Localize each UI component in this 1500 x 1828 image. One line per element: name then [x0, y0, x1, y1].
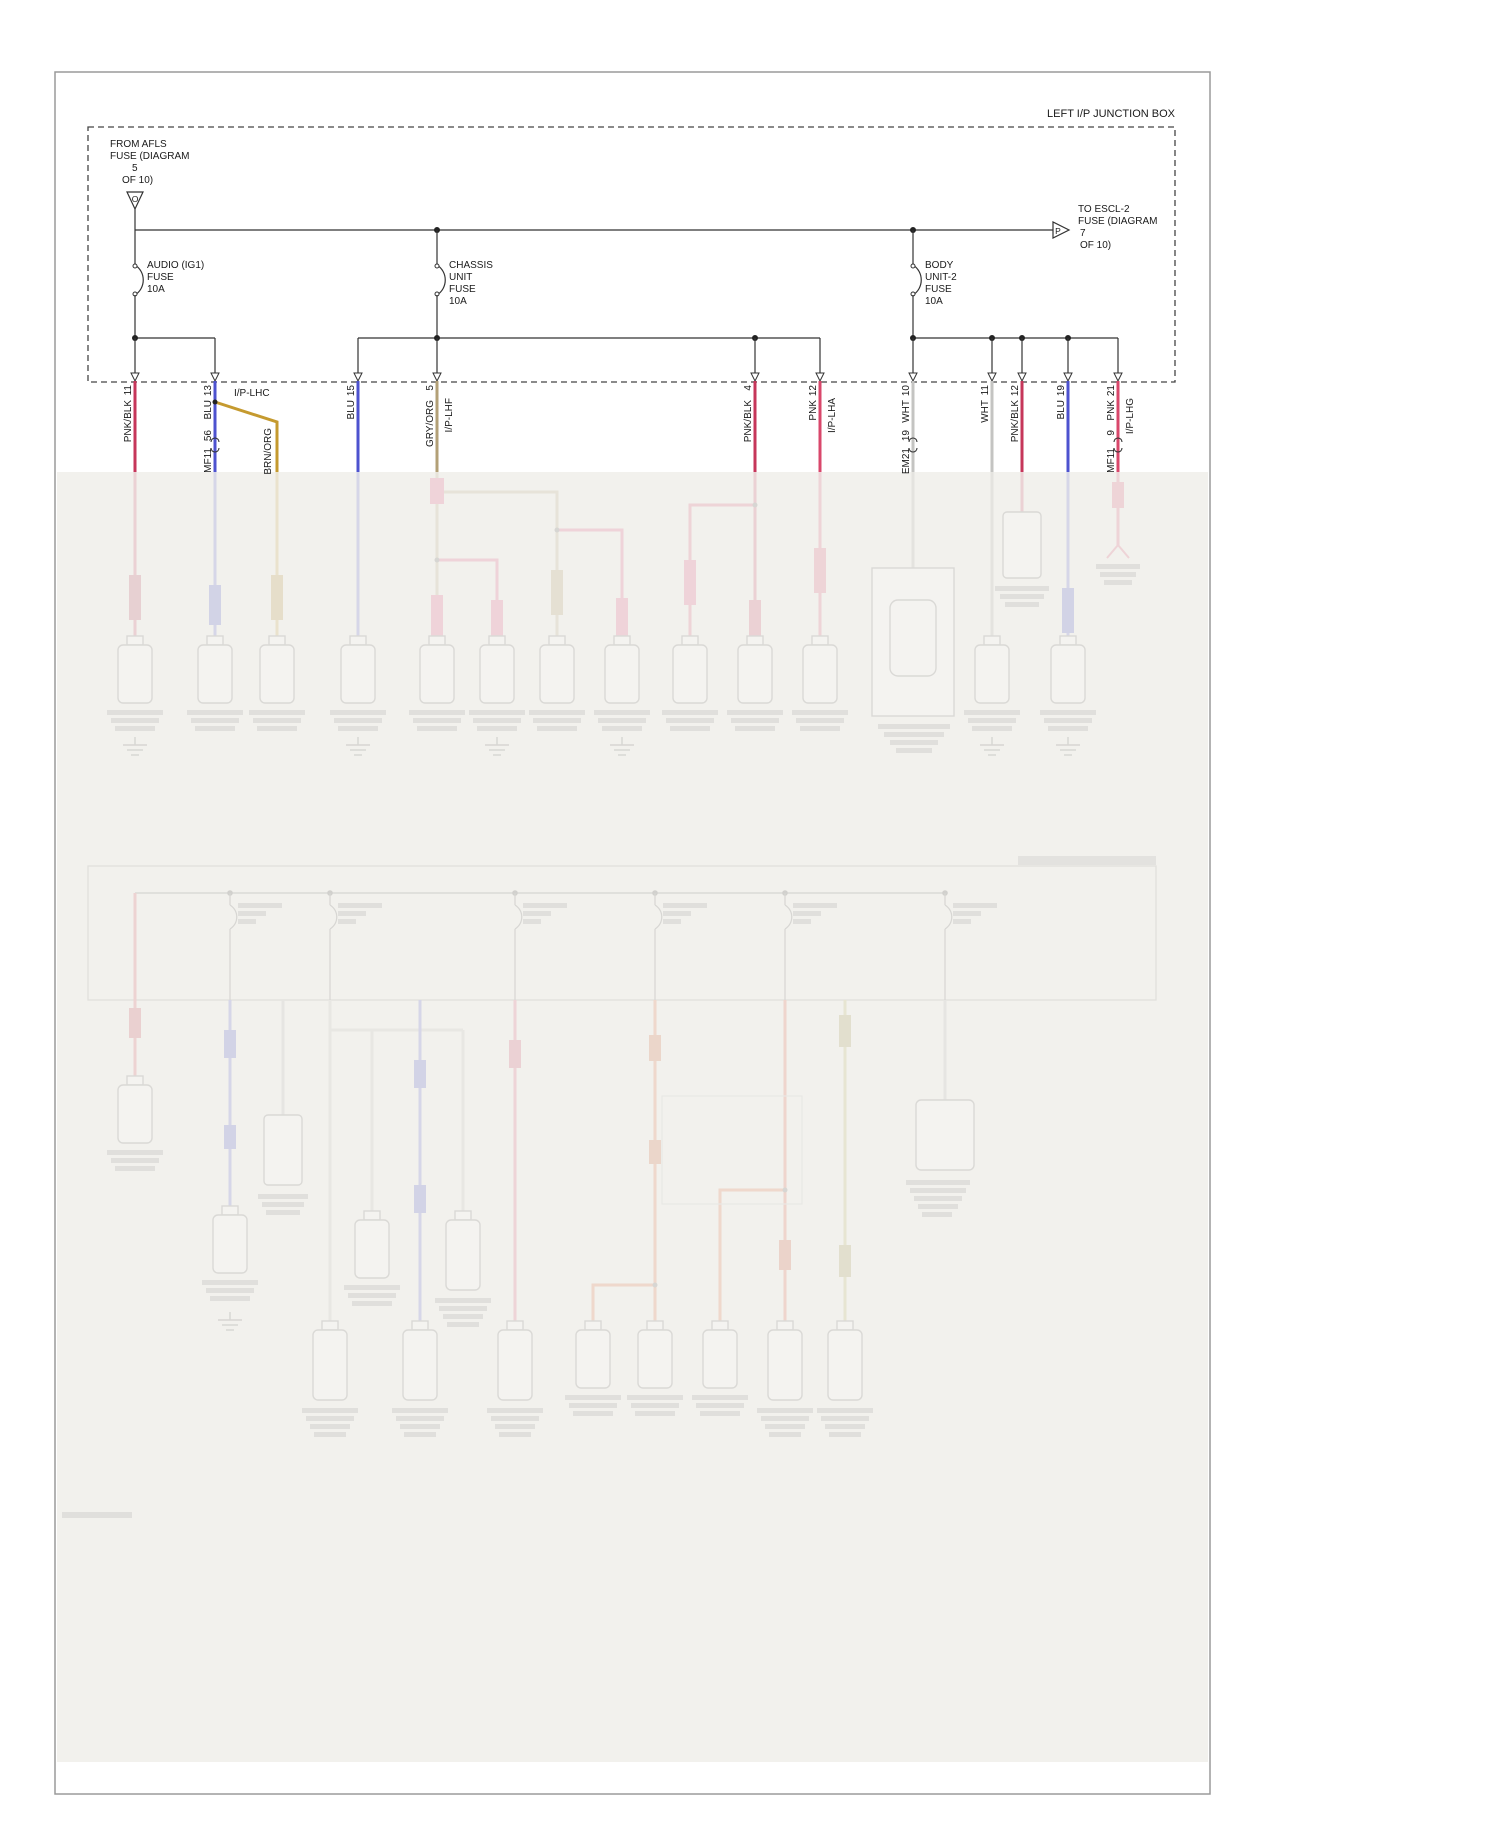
fuse-body-label3: FUSE: [925, 284, 952, 295]
from-afls-line1: FROM AFLS: [110, 139, 167, 150]
ghost-footnote: [62, 1512, 132, 1518]
fuse-body-unit2: BODY UNIT-2 FUSE 10A: [910, 230, 957, 338]
wire-4-pin: 5: [425, 385, 436, 391]
wire-9-color-label: PNK/BLK: [1010, 400, 1021, 443]
wire-4-color-label: GRY/ORG: [425, 400, 436, 447]
wire-1-connector-name: MF11: [203, 448, 214, 473]
wire-9-pin: 12: [1010, 385, 1021, 397]
fuse-chassis-label1: CHASSIS: [449, 260, 493, 271]
wire-3-pin: 15: [346, 385, 357, 397]
wire-5-color-label: PNK/BLK: [743, 400, 754, 443]
wire-11-connector-name: MF11: [1106, 448, 1117, 473]
wire-labels: 11 PNK/BLK 13 BLU 56 MF11 I/P-LHC BRN/OR…: [123, 385, 1136, 475]
fuse-audio-label2: FUSE: [147, 272, 174, 283]
wire-10-pin: 19: [1056, 385, 1067, 397]
fuse-audio-ig1: AUDIO (IG1) FUSE 10A: [132, 230, 204, 338]
fuse-chassis-label4: 10A: [449, 296, 467, 307]
from-afls-line3: 5: [132, 163, 138, 174]
wire-11-inline-connector-label: I/P-LHG: [1125, 398, 1136, 434]
from-connector-triangle-icon: [126, 191, 144, 211]
wire-2-inline-connector-label: I/P-LHC: [234, 388, 270, 399]
wire-0-pin: 11: [123, 385, 134, 396]
ghost-wires-upper: [133, 472, 1120, 645]
wire-8-pin: 11: [980, 385, 991, 396]
wire-6-inline-connector-label: I/P-LHA: [827, 398, 838, 433]
fuse-chassis-label3: FUSE: [449, 284, 476, 295]
junction-box: LEFT I/P JUNCTION BOX: [87, 108, 1176, 383]
branch-rails: [130, 335, 1123, 383]
junction-box-label: LEFT I/P JUNCTION BOX: [1047, 108, 1176, 120]
wire-10-color-label: BLU: [1056, 400, 1067, 419]
fuse-chassis-label2: UNIT: [449, 272, 472, 283]
fuse-chassis-unit: CHASSIS UNIT FUSE 10A: [434, 230, 493, 338]
fuse-audio-label3: 10A: [147, 284, 165, 295]
to-escl2-line2: FUSE (DIAGRAM: [1078, 216, 1157, 227]
ghost-wires-lower: [133, 893, 947, 1330]
wire-6-pin: 12: [808, 385, 819, 397]
wire-6-color-label: PNK: [808, 400, 819, 421]
ghost-lower-fuse-box: [87, 856, 1157, 1001]
to-connector-letter: P: [1055, 226, 1061, 236]
page-frame: [54, 71, 1211, 1795]
fuse-body-label1: BODY: [925, 260, 954, 271]
from-connector-letter: O: [132, 194, 139, 204]
to-escl2-line4: OF 10): [1080, 240, 1111, 251]
from-afls-line2: FUSE (DIAGRAM: [110, 151, 189, 162]
wire-1-color-label: BLU: [203, 400, 214, 419]
box-exit-drops: [130, 338, 1123, 383]
inline-connector-symbols: [210, 437, 1123, 453]
wire-7-color-label: WHT: [901, 400, 912, 423]
wire-3-color-label: BLU: [346, 400, 357, 419]
wire-11-color-label: PNK: [1106, 400, 1117, 421]
ghost-components-upper: [106, 511, 1140, 756]
wire-1-pin: 13: [203, 385, 214, 397]
ghost-blocks-upper: [129, 478, 1124, 640]
to-escl2-line1: TO ESCL-2: [1078, 204, 1130, 215]
wire-5-pin: 4: [743, 385, 754, 391]
to-escl2-connector: P TO ESCL-2 FUSE (DIAGRAM 7 OF 10): [1052, 204, 1157, 251]
from-afls-connector: FROM AFLS FUSE (DIAGRAM 5 OF 10) O: [110, 139, 189, 211]
fuse-body-label4: 10A: [925, 296, 943, 307]
faded-preview-content: [62, 472, 1157, 1518]
wire-2: [214, 400, 279, 472]
wire-0-color-label: PNK/BLK: [123, 400, 134, 443]
power-bus: [134, 209, 1053, 233]
ghost-blocks-lower: [129, 1008, 851, 1277]
junction-box-outline: [87, 126, 1176, 383]
wire-11-connector-pin: 9: [1106, 430, 1117, 436]
fuse-audio-label1: AUDIO (IG1): [147, 260, 204, 271]
wire-7-connector-pin: 19: [901, 430, 912, 442]
wire-2-color-label: BRN/ORG: [263, 428, 274, 475]
wire-8-color-label: WHT: [980, 400, 991, 423]
wire-2-tap-dot: [212, 399, 218, 405]
fuse-body-label2: UNIT-2: [925, 272, 957, 283]
wire-1-connector-pin: 56: [203, 430, 214, 442]
wire-4-inline-connector-label: I/P-LHF: [444, 398, 455, 432]
ghost-components-lower: [106, 1075, 975, 1438]
from-afls-line4: OF 10): [122, 175, 153, 186]
wire-11-pin: 21: [1106, 385, 1117, 397]
to-escl2-line3: 7: [1080, 228, 1086, 239]
wire-7-pin: 10: [901, 385, 912, 397]
wire-7-connector-name: EM21: [901, 448, 912, 475]
